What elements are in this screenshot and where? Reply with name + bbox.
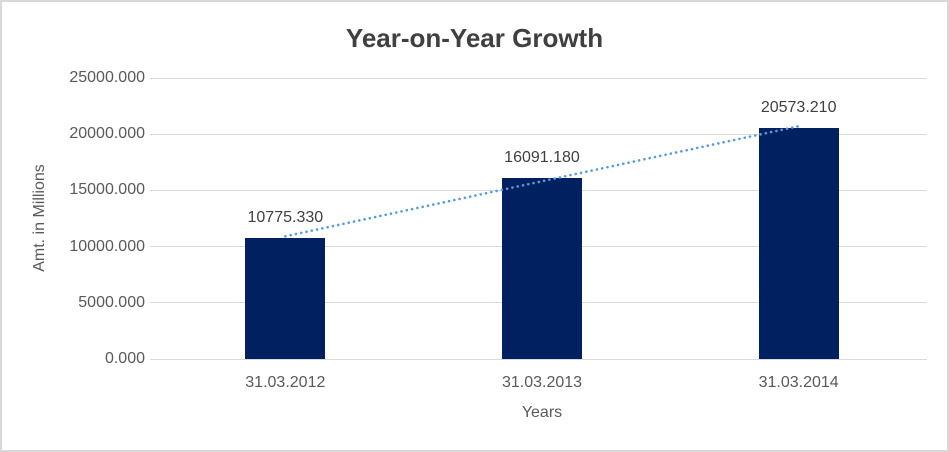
chart-title: Year-on-Year Growth [345,23,604,53]
y-tick-label: 15000.000 [69,181,145,199]
y-tick-label: 0.000 [104,350,145,367]
bar [502,178,582,359]
y-tick-label: 5000.000 [78,293,145,311]
y-tick-mark [150,358,157,360]
gridline [157,358,927,360]
plot-area [157,77,927,360]
trendline [284,124,800,238]
y-tick-mark [150,77,157,79]
x-category-label: 31.03.2013 [501,374,583,391]
y-tick-label: 25000.000 [69,69,145,86]
bar-data-label: 16091.180 [504,149,580,167]
x-axis-title: Years [521,404,563,421]
y-tick-label: 10000.000 [69,237,145,255]
bar [245,237,326,359]
y-tick-mark [150,189,157,191]
y-tick-mark [150,133,157,135]
gridline [157,133,927,135]
trendline-path [284,124,800,238]
bar-data-label: 10775.330 [247,208,324,226]
y-tick-mark [150,246,157,248]
x-category-label: 31.03.2012 [245,374,326,391]
y-tick-label: 20000.000 [69,125,145,143]
bar [758,127,839,359]
x-category-label: 31.03.2014 [758,374,839,391]
y-tick-mark [150,302,157,304]
bar-data-label: 20573.210 [760,98,837,116]
gridline [157,77,927,79]
